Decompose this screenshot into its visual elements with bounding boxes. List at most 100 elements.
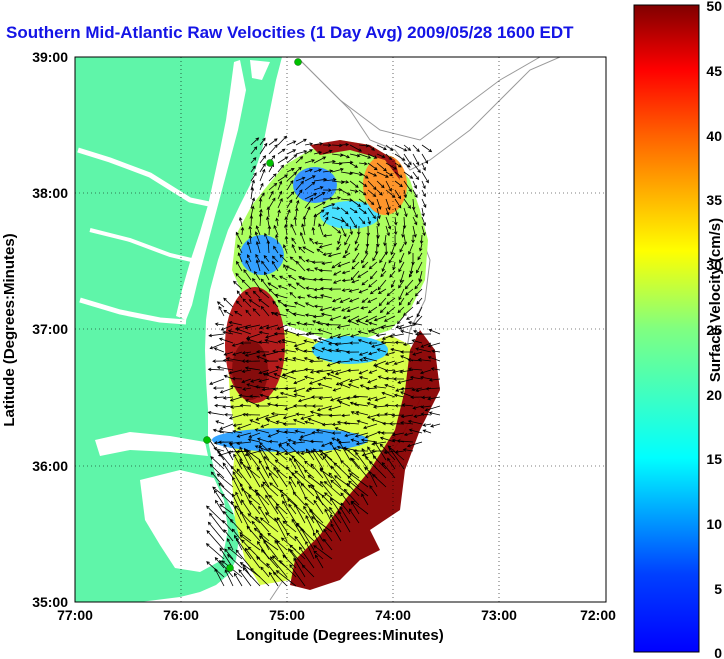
velocity-arrow (223, 297, 234, 308)
velocity-arrow (369, 288, 378, 295)
velocity-arrow (259, 324, 270, 330)
x-axis-ticks: 77:00 76:00 75:00 74:00 73:00 72:00 (57, 607, 616, 623)
velocity-arrow (321, 494, 333, 506)
velocity-arrow (380, 270, 387, 278)
velocity-arrow (304, 149, 313, 155)
velocity-arrow (385, 189, 396, 198)
velocity-arrow (354, 234, 360, 245)
velocity-arrow (331, 206, 341, 211)
velocity-arrow (336, 360, 351, 365)
velocity-arrow (381, 391, 396, 398)
velocity-arrow (405, 315, 414, 320)
velocity-arrow (299, 231, 306, 245)
velocity-arrow (420, 342, 432, 348)
velocity-arrow (350, 438, 360, 443)
velocity-arrow (234, 310, 243, 317)
velocity-arrow (275, 506, 288, 524)
velocity-arrow (219, 387, 234, 394)
velocity-arrow (394, 403, 405, 408)
y-tick-label: 37:00 (32, 321, 68, 337)
velocity-arrow (245, 309, 252, 317)
velocity-arrow (381, 461, 396, 479)
velocity-arrow (253, 270, 261, 281)
velocity-arrow (428, 378, 441, 382)
velocity-arrow (238, 569, 252, 587)
velocity-arrow (273, 373, 288, 380)
velocity-arrow (425, 386, 441, 391)
velocity-arrow (223, 309, 234, 317)
velocity-arrow (419, 375, 432, 380)
velocity-arrow (343, 421, 360, 425)
velocity-arrow (264, 338, 279, 344)
velocity-arrow (260, 278, 270, 290)
velocity-arrow (286, 140, 297, 146)
velocity-arrow (421, 225, 426, 237)
velocity-arrow (282, 373, 297, 380)
velocity-arrow (292, 418, 306, 425)
blue-eddy-1 (293, 167, 337, 203)
velocity-arrow (268, 173, 277, 182)
velocity-arrow (313, 295, 324, 300)
colorbar-tick-label: 40 (706, 128, 722, 144)
velocity-arrow (396, 439, 414, 443)
velocity-arrow (248, 486, 261, 497)
velocity-arrow (286, 191, 295, 200)
velocity-arrow (308, 378, 324, 385)
velocity-arrow (316, 405, 333, 412)
velocity-arrow (377, 288, 387, 295)
velocity-arrow (379, 306, 387, 314)
velocity-arrow (250, 165, 256, 173)
velocity-arrow (295, 282, 306, 290)
velocity-arrow (416, 261, 423, 274)
velocity-arrow (232, 493, 243, 515)
velocity-arrow (304, 367, 315, 372)
velocity-arrow (394, 340, 405, 345)
velocity-arrow (236, 441, 252, 446)
velocity-arrow (246, 337, 261, 344)
velocity-arrow (291, 237, 297, 245)
velocity-arrow (428, 411, 441, 416)
velocity-arrow (250, 137, 260, 146)
velocity-arrow (427, 356, 441, 362)
velocity-arrow (315, 369, 333, 374)
velocity-arrow (275, 365, 288, 371)
velocity-arrow (254, 231, 261, 245)
velocity-arrow (274, 459, 288, 470)
colorbar-tick-label: 0 (714, 645, 722, 659)
velocity-arrow (367, 171, 378, 177)
velocity-arrow (219, 423, 234, 430)
velocity-arrow (205, 543, 225, 560)
velocity-arrow (347, 368, 360, 373)
velocity-arrow (330, 513, 342, 533)
velocity-arrow (393, 393, 405, 398)
velocity-arrow (294, 207, 299, 218)
velocity-arrow (394, 207, 399, 217)
velocity-arrow (326, 360, 342, 367)
velocity-arrow (222, 358, 234, 363)
velocity-arrow (262, 372, 279, 380)
velocity-arrow (241, 351, 252, 355)
velocity-arrow (250, 186, 255, 200)
velocity-arrow (206, 505, 225, 524)
velocity-arrow (349, 225, 354, 236)
velocity-arrow (305, 286, 315, 291)
velocity-arrow (389, 270, 396, 278)
velocity-arrow (222, 330, 234, 335)
velocity-arrow (235, 449, 252, 454)
velocity-arrow (322, 159, 336, 164)
velocity-arrow (274, 403, 288, 408)
velocity-arrow (303, 469, 315, 479)
velocity-arrow (305, 448, 315, 461)
velocity-arrow (255, 516, 270, 533)
velocity-arrow (405, 288, 414, 296)
velocity-arrow (331, 161, 343, 166)
velocity-arrow (240, 226, 245, 236)
velocity-arrow (349, 341, 359, 345)
velocity-arrow (394, 153, 406, 161)
velocity-arrow (285, 466, 297, 479)
velocity-arrow (336, 243, 342, 251)
velocity-arrow (298, 546, 315, 569)
velocity-arrow (316, 413, 333, 417)
velocity-arrow (295, 332, 306, 337)
velocity-arrow (209, 512, 225, 533)
